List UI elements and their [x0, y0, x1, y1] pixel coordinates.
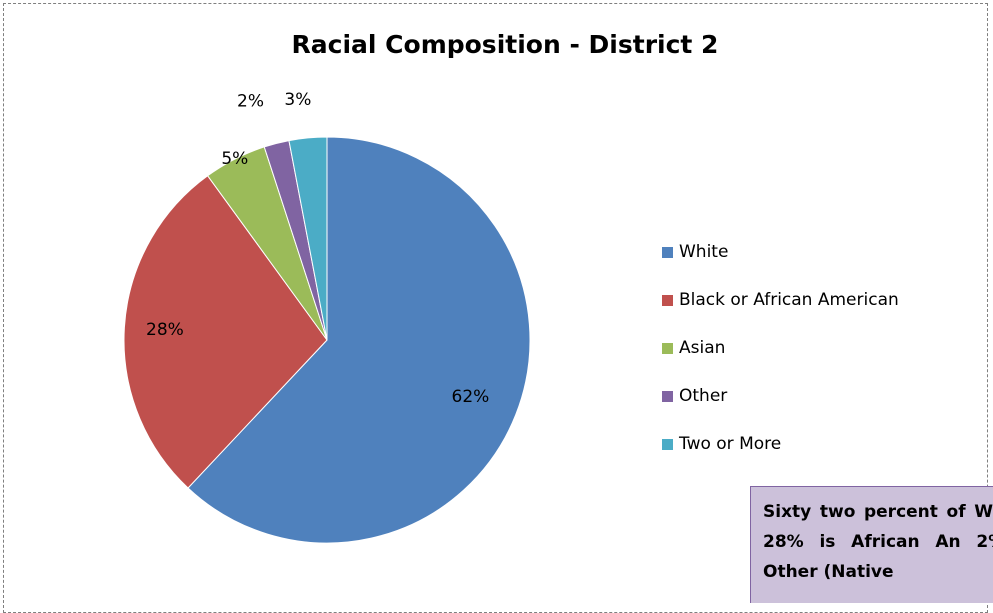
chart-frame	[3, 3, 988, 613]
